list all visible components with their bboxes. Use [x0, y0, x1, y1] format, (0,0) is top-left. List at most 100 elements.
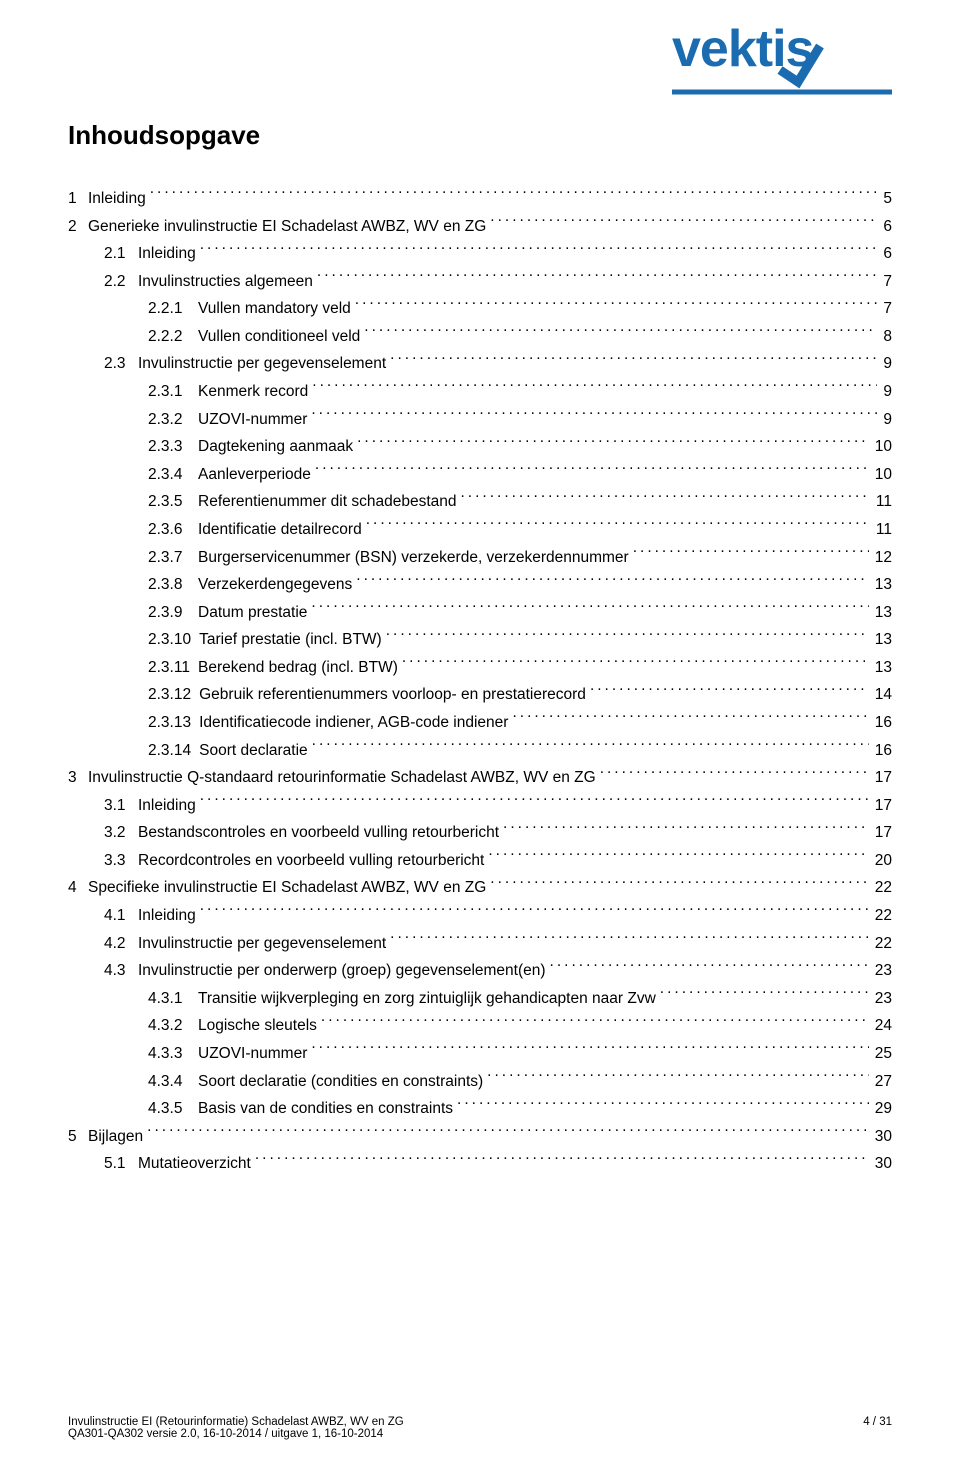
- toc-entry[interactable]: 2.3.10Tarief prestatie (incl. BTW)13: [68, 626, 892, 654]
- toc-entry-number: 2.3.11: [148, 654, 198, 682]
- toc-entry-label: Bestandscontroles en voorbeeld vulling r…: [138, 819, 503, 847]
- toc-entry-number: 2.3.9: [148, 599, 198, 627]
- toc-entry-page: 11: [870, 488, 892, 516]
- toc-entry-page: 8: [877, 323, 892, 351]
- toc-entry-label: Soort declaratie: [199, 737, 312, 765]
- toc-leader-dots: [356, 574, 868, 590]
- toc-entry[interactable]: 2.3Invulinstructie per gegevenselement9: [68, 350, 892, 378]
- toc-entry-label: Gebruik referentienummers voorloop- en p…: [199, 681, 590, 709]
- toc-entry[interactable]: 2.3.5Referentienummer dit schadebestand 1…: [68, 488, 892, 516]
- toc-entry[interactable]: 4.3.5Basis van de condities en constrain…: [68, 1095, 892, 1123]
- toc-entry[interactable]: 5.1Mutatieoverzicht30: [68, 1150, 892, 1178]
- toc-entry[interactable]: 2.3.12Gebruik referentienummers voorloop…: [68, 681, 892, 709]
- toc-entry[interactable]: 2Generieke invulinstructie EI Schadelast…: [68, 213, 892, 241]
- toc-entry[interactable]: 2.3.7Burgerservicenummer (BSN) verzekerd…: [68, 544, 892, 572]
- toc-entry-page: 10: [869, 461, 892, 489]
- toc-leader-dots: [150, 188, 878, 204]
- toc-entry[interactable]: 2.3.4Aanleverperiode10: [68, 461, 892, 489]
- toc-entry[interactable]: 2.3.11Berekend bedrag (incl. BTW)13: [68, 654, 892, 682]
- toc-entry[interactable]: 4.3.3UZOVI-nummer25: [68, 1040, 892, 1068]
- toc-entry[interactable]: 2.2Invulinstructies algemeen7: [68, 268, 892, 296]
- toc-entry-label: Soort declaratie (condities en constrain…: [198, 1068, 487, 1096]
- toc-leader-dots: [311, 1042, 868, 1058]
- toc-entry-label: Specifieke invulinstructie EI Schadelast…: [88, 874, 490, 902]
- toc-entry-page: 7: [877, 295, 892, 323]
- toc-entry[interactable]: 2.3.2UZOVI-nummer9: [68, 406, 892, 434]
- toc-leader-dots: [488, 849, 868, 865]
- toc-entry-number: 2.3.5: [148, 488, 198, 516]
- toc-entry-page: 23: [869, 985, 892, 1013]
- toc-entry-number: 3.3: [104, 847, 138, 875]
- toc-entry-page: 30: [869, 1123, 892, 1151]
- toc-entry[interactable]: 1Inleiding5: [68, 185, 892, 213]
- toc-entry[interactable]: 4.2Invulinstructie per gegevenselement22: [68, 930, 892, 958]
- toc-entry-page: 10: [869, 433, 892, 461]
- footer-version-line: QA301-QA302 versie 2.0, 16-10-2014 / uit…: [68, 1428, 892, 1440]
- toc-entry-label: Referentienummer dit schadebestand: [198, 488, 460, 516]
- toc-entry-page: 9: [877, 378, 892, 406]
- toc-entry[interactable]: 2.3.1Kenmerk record9: [68, 378, 892, 406]
- toc-leader-dots: [364, 325, 877, 341]
- toc-entry-label: Burgerservicenummer (BSN) verzekerde, ve…: [198, 544, 633, 572]
- toc-entry[interactable]: 3Invulinstructie Q-standaard retourinfor…: [68, 764, 892, 792]
- toc-entry[interactable]: 2.3.14Soort declaratie16: [68, 737, 892, 765]
- toc-entry[interactable]: 2.1Inleiding6: [68, 240, 892, 268]
- toc-leader-dots: [366, 518, 870, 534]
- toc-entry-label: Invulinstructie per gegevenselement: [138, 930, 390, 958]
- toc-entry-label: Tarief prestatie (incl. BTW): [199, 626, 386, 654]
- toc-entry[interactable]: 2.3.3Dagtekening aanmaak10: [68, 433, 892, 461]
- toc-entry[interactable]: 4.3.2Logische sleutels24: [68, 1012, 892, 1040]
- toc-entry-label: Aanleverperiode: [198, 461, 315, 489]
- toc-entry[interactable]: 3.2Bestandscontroles en voorbeeld vullin…: [68, 819, 892, 847]
- toc-entry-page: 22: [869, 874, 892, 902]
- toc-entry-label: Identificatiecode indiener, AGB-code ind…: [199, 709, 512, 737]
- toc-entry[interactable]: 2.2.1Vullen mandatory veld7: [68, 295, 892, 323]
- toc-entry[interactable]: 4.3Invulinstructie per onderwerp (groep)…: [68, 957, 892, 985]
- toc-entry[interactable]: 2.3.6Identificatie detailrecord11: [68, 516, 892, 544]
- toc-entry[interactable]: 2.2.2Vullen conditioneel veld8: [68, 323, 892, 351]
- toc-leader-dots: [200, 905, 869, 921]
- page-title: Inhoudsopgave: [68, 120, 892, 151]
- document-page: vektis Inhoudsopgave 1Inleiding52Generie…: [0, 0, 960, 1482]
- toc-entry-page: 11: [870, 516, 892, 544]
- toc-entry-label: Inleiding: [138, 240, 200, 268]
- toc-leader-dots: [600, 767, 869, 783]
- toc-entry-label: Kenmerk record: [198, 378, 312, 406]
- toc-entry[interactable]: 5Bijlagen30: [68, 1123, 892, 1151]
- toc-leader-dots: [490, 877, 868, 893]
- toc-entry[interactable]: 3.1Inleiding17: [68, 792, 892, 820]
- toc-leader-dots: [402, 656, 869, 672]
- toc-leader-dots: [590, 684, 869, 700]
- toc-leader-dots: [490, 215, 877, 231]
- toc-entry-page: 25: [869, 1040, 892, 1068]
- toc-entry-label: Bijlagen: [88, 1123, 147, 1151]
- toc-entry-page: 29: [869, 1095, 892, 1123]
- toc-entry-label: Transitie wijkverpleging en zorg zintuig…: [198, 985, 660, 1013]
- page-footer: Invulinstructie EI (Retourinformatie) Sc…: [68, 1416, 892, 1440]
- toc-leader-dots: [355, 298, 878, 314]
- toc-entry-page: 17: [869, 819, 892, 847]
- toc-entry-page: 16: [869, 737, 892, 765]
- toc-leader-dots: [315, 463, 869, 479]
- toc-entry-page: 14: [869, 681, 892, 709]
- toc-entry-number: 2.3.6: [148, 516, 198, 544]
- toc-entry-page: 9: [877, 350, 892, 378]
- toc-entry[interactable]: 2.3.8Verzekerdengegevens13: [68, 571, 892, 599]
- toc-leader-dots: [386, 629, 869, 645]
- toc-leader-dots: [390, 353, 877, 369]
- toc-entry-page: 16: [869, 709, 892, 737]
- toc-entry-number: 3.1: [104, 792, 138, 820]
- toc-entry[interactable]: 2.3.13Identificatiecode indiener, AGB-co…: [68, 709, 892, 737]
- toc-entry[interactable]: 4Specifieke invulinstructie EI Schadelas…: [68, 874, 892, 902]
- toc-entry[interactable]: 2.3.9Datum prestatie13: [68, 599, 892, 627]
- toc-leader-dots: [503, 822, 869, 838]
- toc-entry-label: Invulinstructie per onderwerp (groep) ge…: [138, 957, 550, 985]
- toc-entry[interactable]: 4.1Inleiding22: [68, 902, 892, 930]
- toc-entry[interactable]: 4.3.1Transitie wijkverpleging en zorg zi…: [68, 985, 892, 1013]
- toc-entry-number: 2.3: [104, 350, 138, 378]
- toc-entry-page: 30: [869, 1150, 892, 1178]
- toc-entry[interactable]: 4.3.4Soort declaratie (condities en cons…: [68, 1068, 892, 1096]
- toc-entry[interactable]: 3.3Recordcontroles en voorbeeld vulling …: [68, 847, 892, 875]
- footer-page-indicator: 4 / 31: [863, 1416, 892, 1428]
- toc-entry-number: 1: [68, 185, 88, 213]
